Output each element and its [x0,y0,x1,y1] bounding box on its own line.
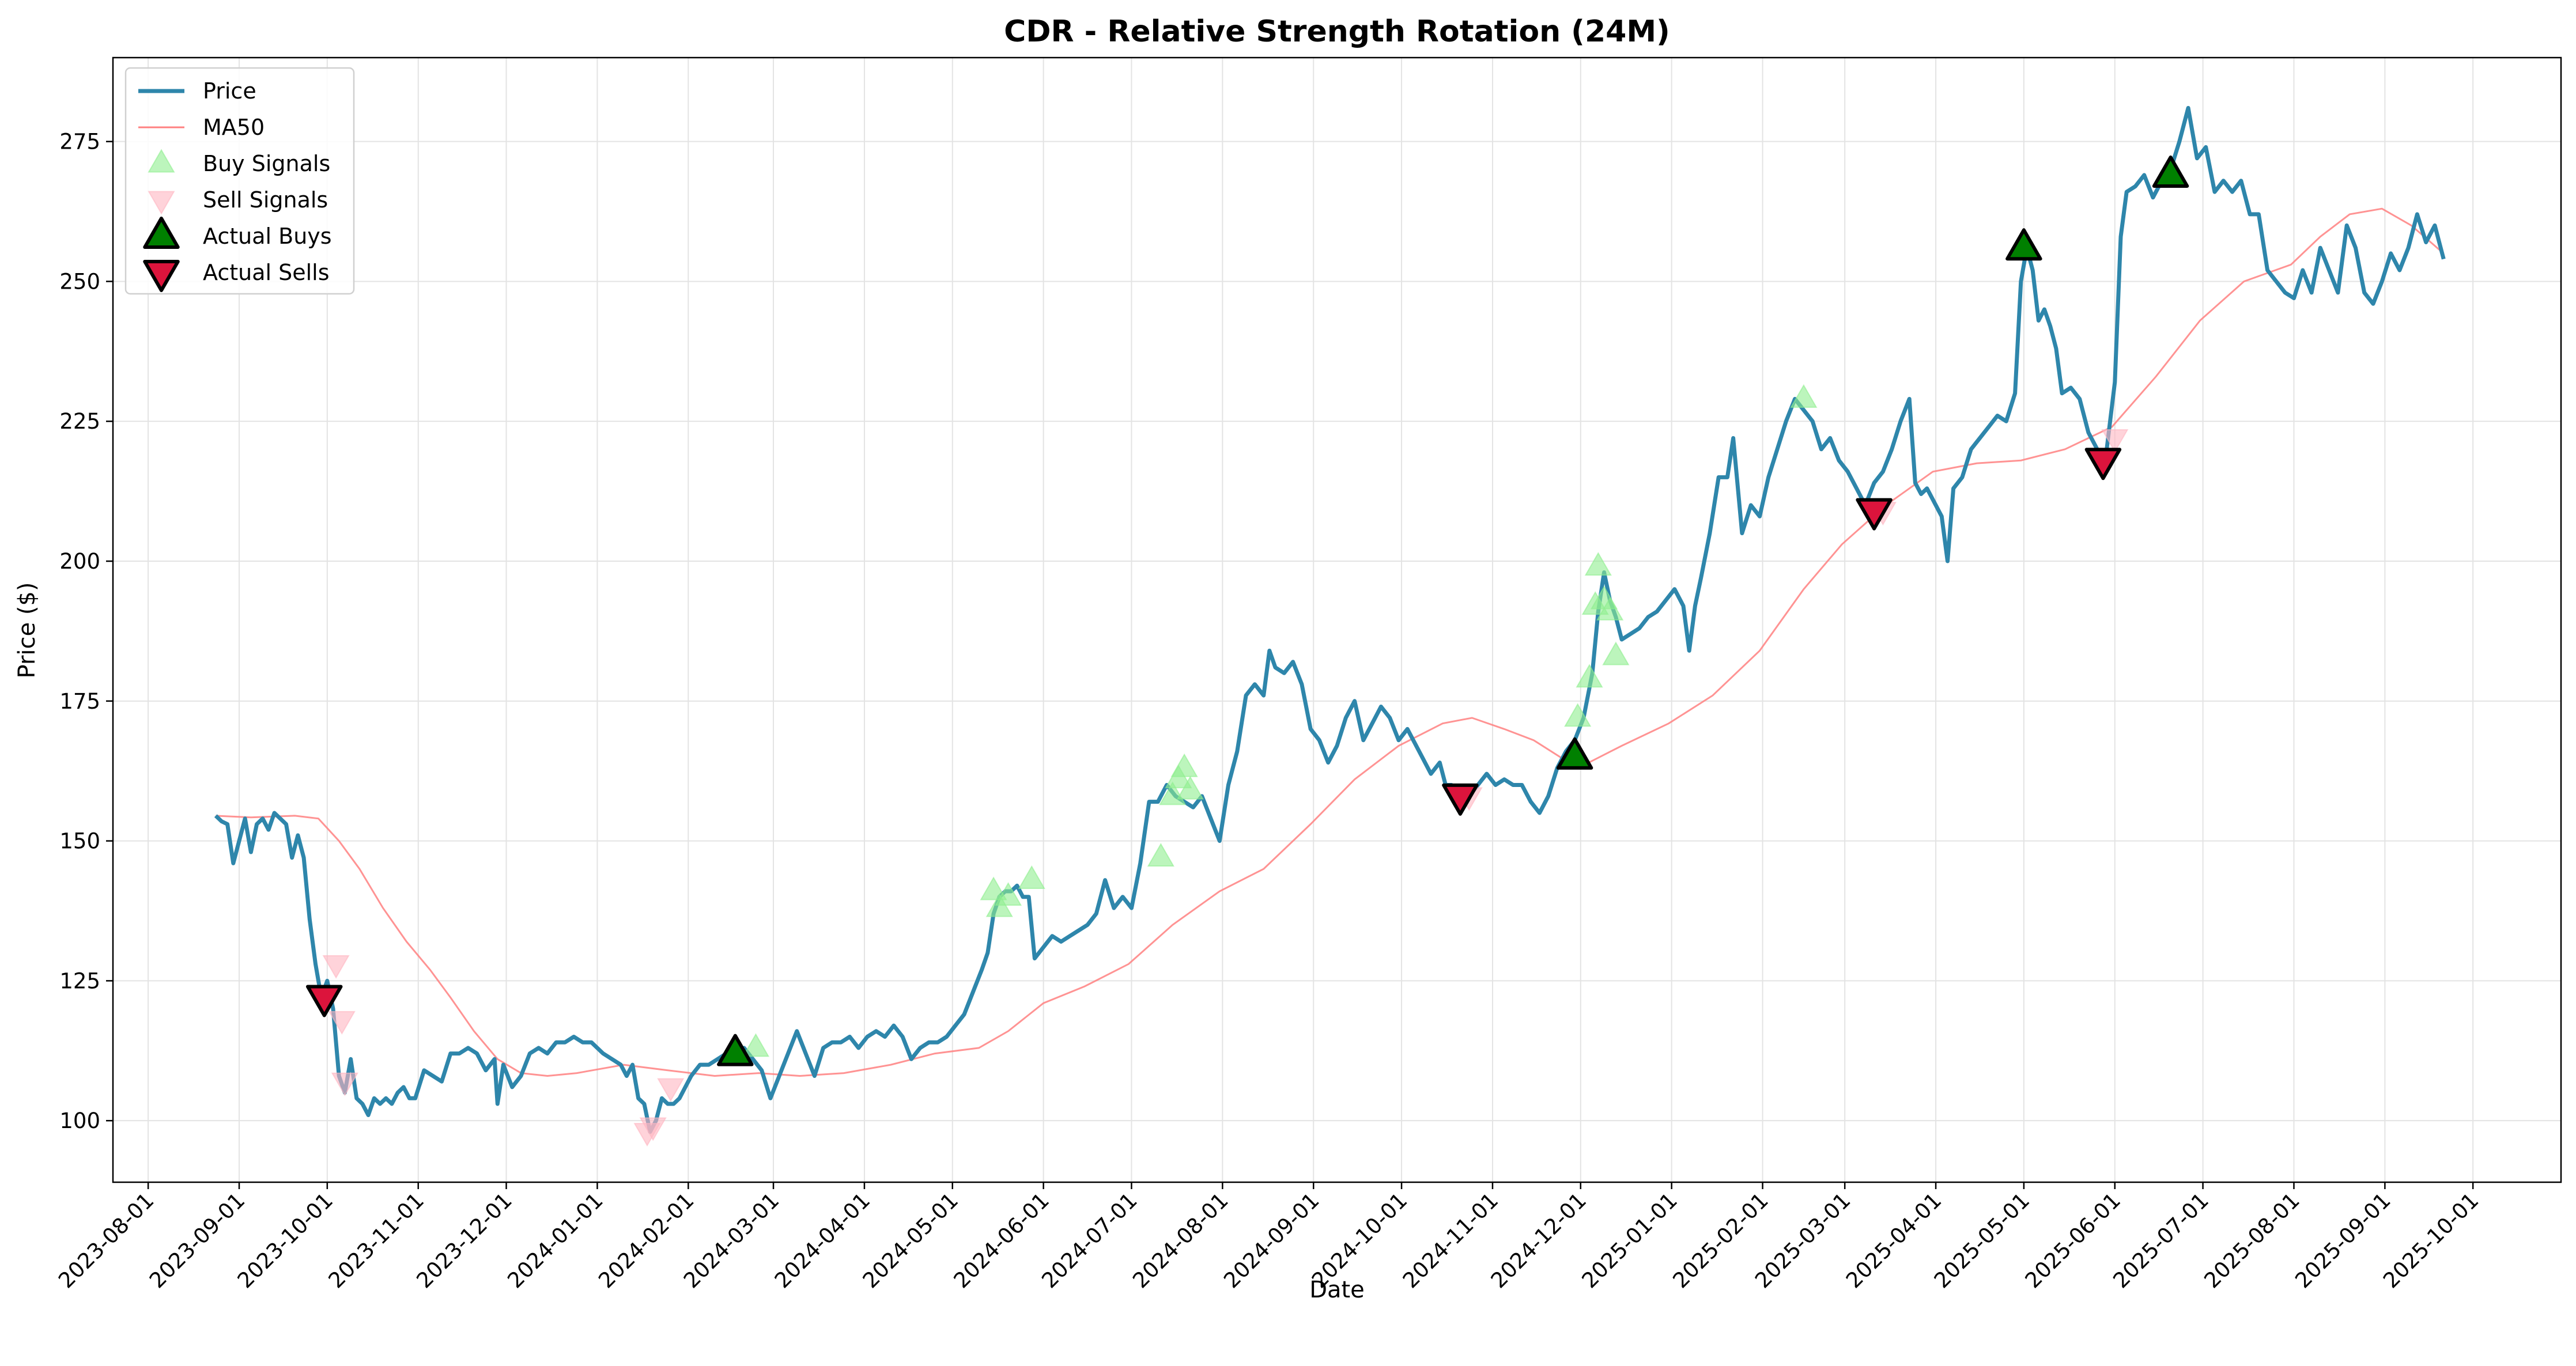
actual-sell-marker [1442,783,1479,816]
sell-signal-marker [328,1011,356,1035]
buy-signal-marker [742,1033,770,1057]
legend-label: Price [203,78,256,104]
y-tick-label: 100 [59,1108,100,1133]
legend: Price MA50 Buy Signals Sell Signals Actual B… [124,67,355,295]
y-tick-label: 250 [59,269,100,294]
buy-signal-marker [1576,664,1603,688]
legend-label: Sell Signals [203,187,328,213]
legend-label: Actual Sells [203,260,330,285]
sell-signal-marker [657,1078,685,1102]
buy-signal-marker [994,882,1022,906]
plot-area [113,58,2561,1182]
buy-signal-marker [1147,843,1174,867]
actual-sell-marker [305,985,343,1017]
y-axis-ticks: 100 125 150 175 200 225 250 275 [59,130,113,1133]
buy-signal-marker [1584,552,1612,576]
sell-signal-marker [331,1072,358,1096]
legend-sell-signals-swatch [148,191,175,215]
actual-buy-marker [2152,155,2189,188]
buy-signal-marker [1596,596,1624,620]
y-tick-label: 150 [59,829,100,854]
y-tick-label: 125 [59,968,100,993]
legend-label: MA50 [203,115,265,140]
sell-signal-marker [639,1117,667,1141]
buy-signal-marker [1018,865,1045,890]
actual-buy-marker [717,1034,754,1066]
legend-actual-buys-swatch [143,217,180,249]
buy-signal-marker [1602,641,1630,665]
signal-markers [305,155,2189,1147]
legend-actual-sells-swatch [143,260,180,292]
grid [113,58,2561,1182]
chart-title: CDR - Relative Strength Rotation (24M) [1004,14,1670,49]
legend-label: Buy Signals [203,151,330,176]
y-tick-label: 175 [59,689,100,714]
buy-signal-marker [1170,753,1198,777]
y-tick-label: 275 [59,130,100,154]
sell-signal-marker [322,955,350,979]
x-axis-label: Date [1309,1277,1365,1303]
ma50-line [216,207,2445,1077]
buy-signal-marker [1564,703,1592,727]
price-line [214,105,2446,1134]
actual-buy-marker [2005,228,2042,261]
y-tick-label: 225 [59,409,100,434]
actual-sell-marker [1856,498,1893,531]
buy-signal-marker [1176,775,1204,800]
buy-signal-marker [1790,384,1818,408]
y-tick-label: 200 [59,549,100,574]
legend-box [124,67,355,295]
y-axis-label: Price ($) [14,582,40,679]
actual-sell-marker [2084,448,2122,480]
actual-buy-marker [1556,737,1593,770]
sell-signal-marker [2101,429,2129,453]
ma50-series [216,207,2445,1077]
legend-buy-signals-swatch [148,149,175,173]
price-series [214,105,2446,1134]
legend-label: Actual Buys [203,224,332,249]
plot-frame [112,56,2562,1183]
